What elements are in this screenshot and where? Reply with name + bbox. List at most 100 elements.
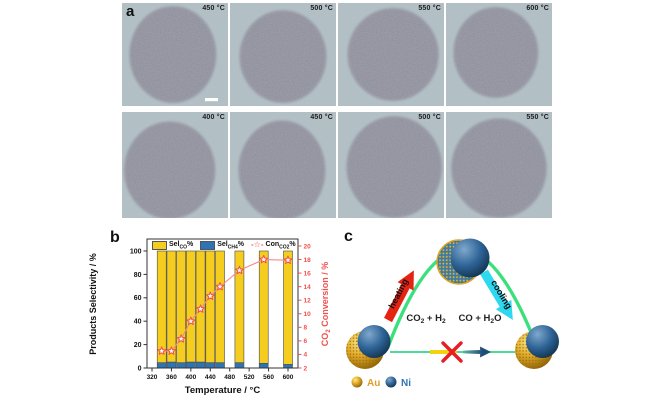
bar-sel-co: [258, 250, 269, 364]
reaction-reverse-text: CO + H2O: [458, 313, 501, 325]
x-tick-label: 440: [205, 374, 216, 381]
bar-sel-ch4: [156, 362, 167, 369]
bar-sel-co: [156, 250, 167, 364]
y-left-axis-title: Products Selectivity / %: [88, 253, 98, 355]
reaction-scheme-diagram: heating cooling CO2 + H2 CO + H2O Au Ni: [330, 225, 650, 400]
data-point-star: [259, 254, 269, 264]
data-point-star: [205, 291, 215, 300]
bar-sel-co: [215, 250, 225, 364]
cooling-arrow-icon: [480, 269, 513, 321]
bar-sel-ch4: [258, 363, 269, 369]
legend-item: SelCH4%: [200, 241, 244, 250]
x-tick-label: 600: [283, 374, 294, 381]
y-left-tick-label: 100: [130, 248, 142, 255]
bar-sel-co: [205, 250, 216, 364]
bar-sel-ch4: [215, 362, 225, 369]
y-right-tick-label: 18: [304, 257, 312, 264]
data-point-star: [215, 282, 225, 291]
nanoparticle-segregated-right: [515, 325, 559, 369]
bar-sel-ch4: [166, 361, 177, 369]
y-left-tick-label: 20: [134, 342, 142, 349]
chart-legend: SelCO% SelCH4% -☆- ConCO2%: [152, 239, 296, 252]
x-tick-label: 480: [224, 374, 235, 381]
legend-swatch: [200, 240, 216, 250]
bar-sel-co: [166, 250, 177, 363]
legend-label: ConCO2%: [265, 240, 296, 251]
tem-image-tile: 450 °C: [122, 3, 228, 106]
legend-label: SelCO%: [169, 240, 194, 251]
tem-image-label: 500 °C: [310, 5, 333, 12]
y-right-tick-label: 14: [304, 284, 312, 291]
legend-star-icon: -☆-: [251, 240, 264, 250]
data-point-star: [235, 265, 244, 275]
bar-sel-co: [176, 250, 186, 364]
y-right-tick-label: 10: [304, 311, 312, 318]
legend-swatch: [152, 240, 167, 250]
x-tick-label: 320: [147, 374, 158, 381]
tem-image-label: 500 °C: [418, 114, 441, 121]
y-right-tick-label: 16: [304, 270, 312, 277]
y-left-tick-label: 80: [134, 272, 142, 279]
nanoparticle-segregated-left: [346, 325, 391, 369]
conversion-line: [161, 258, 289, 352]
tem-image-label: 600 °C: [526, 5, 549, 12]
x-axis-title: Temperature / °C: [185, 385, 261, 396]
tem-image-tile: 450 °C: [230, 112, 336, 218]
bar-sel-ch4: [205, 362, 216, 369]
au-sphere-icon: [351, 376, 363, 388]
y-right-tick-label: 20: [304, 243, 312, 250]
data-point-star: [157, 346, 167, 355]
data-point-star: [176, 334, 186, 343]
tem-image-tile: 550 °C: [446, 112, 552, 218]
reaction-forward-text: CO2 + H2: [406, 313, 446, 325]
y-right-tick-label: 6: [304, 338, 308, 345]
red-cross-icon: [441, 341, 463, 363]
bar-sel-ch4: [186, 361, 196, 369]
tem-image-label: 450 °C: [310, 114, 333, 121]
nanoparticle-alloyed-top: [436, 238, 490, 285]
x-tick-label: 360: [166, 374, 177, 381]
panel-b-letter: b: [110, 229, 120, 246]
data-point-star: [167, 346, 176, 355]
scale-bar: [205, 98, 218, 102]
panel-a-letter: a: [126, 3, 135, 20]
bar-sel-ch4: [283, 364, 293, 369]
plot-frame: [146, 238, 299, 369]
data-point-star: [196, 304, 205, 313]
tem-image-label: 450 °C: [202, 5, 225, 12]
bar-sel-ch4: [234, 362, 245, 369]
return-arrow-icon: [463, 346, 491, 358]
y-left-tick-label: 40: [134, 319, 142, 326]
ni-sphere-icon: [385, 376, 397, 388]
y-right-axis-title: CO2 Conversion / %: [320, 262, 332, 347]
ni-label: Ni: [401, 378, 411, 389]
tem-image-label: 400 °C: [202, 114, 225, 121]
data-point-star: [283, 255, 293, 265]
legend-item: -☆- ConCO2%: [251, 241, 296, 250]
y-right-tick-label: 8: [304, 325, 308, 332]
y-left-tick-label: 60: [134, 295, 142, 302]
tem-image-tile: 500 °C: [230, 3, 336, 106]
tem-image-tile: 400 °C: [122, 112, 228, 218]
tem-image-tile: 500 °C: [338, 112, 444, 218]
legend-item: SelCO%: [152, 241, 193, 250]
bar-sel-co: [283, 250, 293, 365]
tem-image-label: 550 °C: [526, 114, 549, 121]
panel-c-letter: c: [344, 228, 353, 245]
tem-image-tile: 550 °C: [338, 3, 444, 106]
au-label: Au: [367, 378, 380, 389]
material-legend: Au Ni: [351, 376, 411, 389]
selectivity-conversion-chart: SelCO% SelCH4% -☆- ConCO2% 0 20 40 60 80 100 2 4 6 8…: [85, 228, 340, 400]
x-tick-label: 560: [263, 374, 274, 381]
bar-sel-co: [186, 250, 196, 363]
y-left-tick-label: 0: [138, 365, 142, 372]
x-tick-label: 400: [185, 374, 196, 381]
chart-canvas: 0 20 40 60 80 100 2 4 6 8 10 12 14 16 18 20 320 360 400 440…: [88, 238, 332, 396]
x-tick-label: 520: [244, 374, 255, 381]
y-right-tick-label: 4: [304, 352, 308, 359]
y-right-tick-label: 2: [304, 365, 308, 372]
bar-sel-ch4: [176, 362, 186, 369]
tem-image-tile: 600 °C: [446, 3, 552, 106]
bar-series: [156, 250, 293, 369]
data-point-star: [186, 316, 196, 326]
